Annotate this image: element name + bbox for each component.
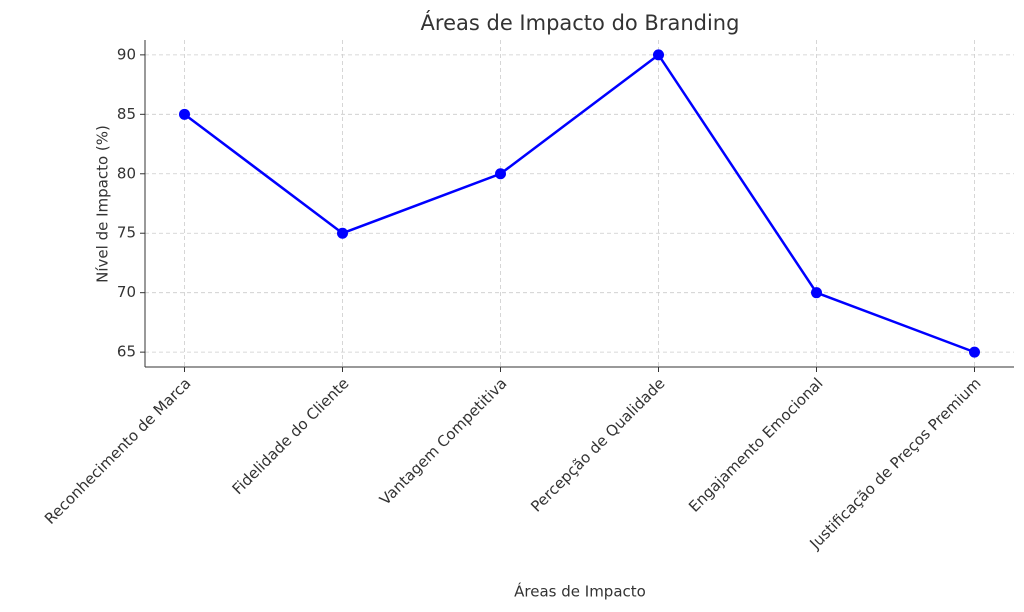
y-axis-label: Nível de Impacto (%) xyxy=(94,125,112,283)
x-axis-label: Áreas de Impacto xyxy=(514,582,646,601)
x-tick-label: Percepção de Qualidade xyxy=(527,374,668,515)
x-tick-label: Reconhecimento de Marca xyxy=(41,374,195,528)
point xyxy=(179,108,190,120)
y-tick-label: 75 xyxy=(117,224,136,242)
point xyxy=(495,168,506,180)
point xyxy=(653,49,664,61)
x-tick-label: Vantagem Competitiva xyxy=(376,374,510,508)
line xyxy=(183,53,975,354)
chart-title: Áreas de Impacto do Branding xyxy=(421,10,740,35)
y-tick-label: 90 xyxy=(117,45,136,63)
x-tick-label: Fidelidade do Cliente xyxy=(229,374,353,498)
y-tick-label: 85 xyxy=(117,105,136,123)
y-tick-label: 65 xyxy=(117,343,136,361)
x-tick-label: Engajamento Emocional xyxy=(685,374,826,515)
point xyxy=(337,227,348,239)
y-tick-label: 70 xyxy=(117,283,136,301)
point xyxy=(811,287,822,299)
y-tick-label: 80 xyxy=(117,164,136,182)
x-tick-label: Justificação de Preços Premium xyxy=(805,374,984,553)
point xyxy=(969,346,980,358)
